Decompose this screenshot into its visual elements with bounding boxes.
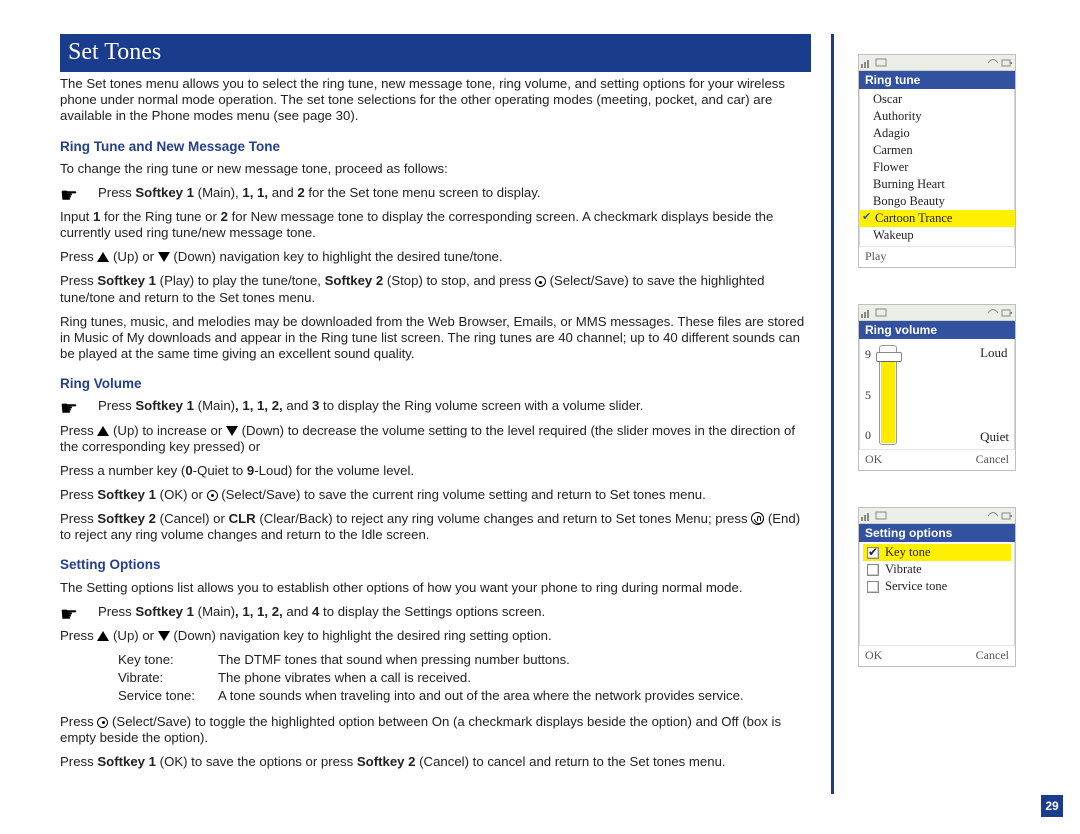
pointer-icon: ☛: [60, 399, 78, 419]
options-list[interactable]: Key tone Vibrate Service tone: [859, 542, 1015, 605]
ring-tune-item[interactable]: Cartoon Trance: [859, 210, 1015, 227]
s3-step1: ☛ Press Softkey 1 (Main), 1, 1, 2, and 4…: [60, 604, 811, 620]
s2-sub2: Press a number key (0-Quiet to 9-Loud) f…: [60, 463, 811, 479]
s1-sub1: Input 1 for the Ring tune or 2 for New m…: [60, 209, 811, 241]
softkeys: OK Cancel: [859, 449, 1015, 470]
volume-slider[interactable]: [879, 345, 897, 445]
ring-tune-item[interactable]: Wakeup: [859, 227, 1015, 244]
ring-tune-item[interactable]: Flower: [859, 159, 1015, 176]
softkeys: Play: [859, 246, 1015, 267]
vol-loud-label: Loud: [980, 345, 1009, 361]
status-bar: [859, 305, 1015, 321]
checkbox-icon[interactable]: [867, 581, 879, 593]
s3-sub3: Press Softkey 1 (OK) to save the options…: [60, 754, 811, 770]
softkey-right[interactable]: Cancel: [976, 648, 1009, 663]
ring-tune-list[interactable]: OscarAuthorityAdagioCarmenFlowerBurning …: [859, 89, 1015, 246]
vol-label-5: 5: [865, 388, 871, 403]
s2-step1: ☛ Press Softkey 1 (Main), 1, 1, 2, and 3…: [60, 398, 811, 414]
s2-sub3: Press Softkey 1 (OK) or (Select/Save) to…: [60, 487, 811, 503]
heading-ring-tune: Ring Tune and New Message Tone: [60, 139, 811, 155]
vol-quiet-label: Quiet: [980, 429, 1009, 445]
s3-sub2: Press (Select/Save) to toggle the highli…: [60, 714, 811, 746]
s1-para: Ring tunes, music, and melodies may be d…: [60, 314, 811, 362]
page-number: 29: [1040, 794, 1064, 818]
vol-label-0: 0: [865, 428, 871, 443]
checkbox-icon[interactable]: [867, 564, 879, 576]
manual-body: Set Tones The Set tones menu allows you …: [60, 34, 811, 794]
softkey-left[interactable]: OK: [865, 452, 882, 467]
ring-tune-item[interactable]: Oscar: [859, 91, 1015, 108]
up-icon: [97, 252, 109, 262]
s3-sub1: Press (Up) or (Down) navigation key to h…: [60, 628, 811, 644]
phone-mockups: Ring tune OscarAuthorityAdagioCarmenFlow…: [854, 34, 1064, 794]
end-icon: [751, 512, 764, 525]
option-label: Key tone: [885, 545, 930, 560]
phone-title: Ring volume: [859, 321, 1015, 339]
option-label: Service tone: [885, 579, 947, 594]
phone-ring-tune: Ring tune OscarAuthorityAdagioCarmenFlow…: [858, 54, 1016, 268]
status-bar: [859, 508, 1015, 524]
softkey-left[interactable]: Play: [865, 249, 886, 264]
s3-options-table: Key tone:The DTMF tones that sound when …: [118, 652, 811, 704]
ring-tune-item[interactable]: Authority: [859, 108, 1015, 125]
select-icon: [207, 490, 218, 501]
phone-ring-volume: Ring volume 9 5 0 Loud Quiet OK Cance: [858, 304, 1016, 471]
section-title: Set Tones: [60, 34, 811, 72]
up-icon: [97, 426, 109, 436]
intro-paragraph: The Set tones menu allows you to select …: [60, 76, 811, 124]
ring-tune-item[interactable]: Bongo Beauty: [859, 193, 1015, 210]
option-row[interactable]: Service tone: [863, 578, 1011, 595]
s1-sub2: Press (Up) or (Down) navigation key to h…: [60, 249, 811, 265]
option-label: Vibrate: [885, 562, 922, 577]
vol-label-9: 9: [865, 347, 871, 362]
softkeys: OK Cancel: [859, 645, 1015, 666]
checkbox-icon[interactable]: [867, 547, 879, 559]
phone-setting-options: Setting options Key tone Vibrate Service t…: [858, 507, 1016, 667]
s2-sub1: Press (Up) to increase or (Down) to decr…: [60, 423, 811, 455]
down-icon: [158, 631, 170, 641]
s2-sub4: Press Softkey 2 (Cancel) or CLR (Clear/B…: [60, 511, 811, 543]
s1-lead: To change the ring tune or new message t…: [60, 161, 811, 177]
select-icon: [535, 276, 546, 287]
softkey-left[interactable]: OK: [865, 648, 882, 663]
s1-step1: ☛ Press Softkey 1 (Main), 1, 1, and 2 fo…: [60, 185, 811, 201]
column-divider: [831, 34, 834, 794]
up-icon: [97, 631, 109, 641]
s1-sub3: Press Softkey 1 (Play) to play the tune/…: [60, 273, 811, 305]
volume-body: 9 5 0 Loud Quiet: [859, 339, 1015, 449]
ring-tune-item[interactable]: Burning Heart: [859, 176, 1015, 193]
status-bar: [859, 55, 1015, 71]
down-icon: [158, 252, 170, 262]
phone-title: Ring tune: [859, 71, 1015, 89]
ring-tune-item[interactable]: Carmen: [859, 142, 1015, 159]
ring-tune-item[interactable]: Adagio: [859, 125, 1015, 142]
softkey-right[interactable]: Cancel: [976, 452, 1009, 467]
down-icon: [226, 426, 238, 436]
pointer-icon: ☛: [60, 605, 78, 625]
option-row[interactable]: Key tone: [863, 544, 1011, 561]
heading-ring-volume: Ring Volume: [60, 376, 811, 392]
select-icon: [97, 717, 108, 728]
phone-title: Setting options: [859, 524, 1015, 542]
pointer-icon: ☛: [60, 186, 78, 206]
s3-lead: The Setting options list allows you to e…: [60, 580, 811, 596]
option-row[interactable]: Vibrate: [863, 561, 1011, 578]
heading-setting-options: Setting Options: [60, 557, 811, 573]
